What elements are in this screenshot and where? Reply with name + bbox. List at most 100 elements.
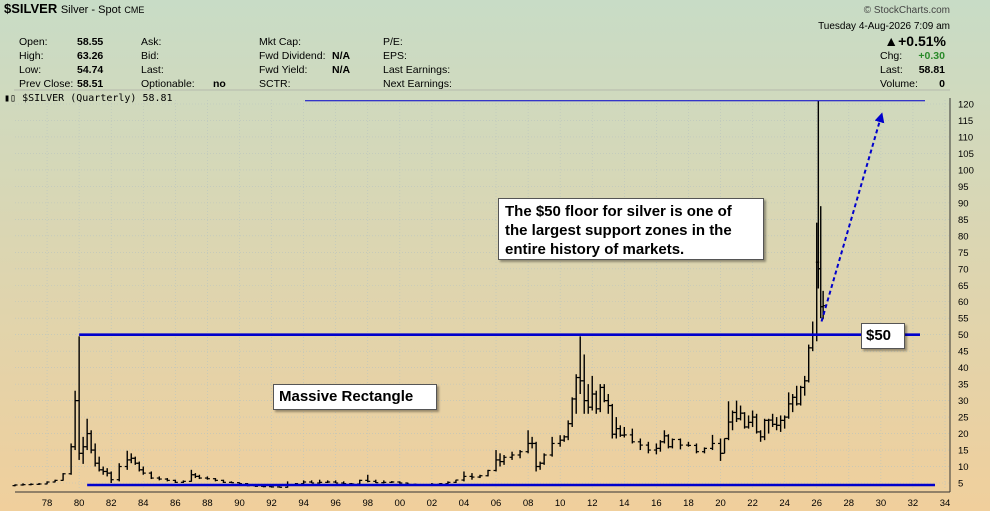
ohlc-bar bbox=[60, 473, 66, 481]
ohlc-bar bbox=[669, 438, 675, 449]
x-tick-label: 10 bbox=[555, 498, 566, 509]
left-label-1: High: bbox=[19, 50, 44, 62]
x-tick-label: 98 bbox=[362, 498, 373, 509]
x-tick-label: 04 bbox=[459, 498, 470, 509]
exchange-label: CME bbox=[124, 5, 145, 15]
y-tick-label: 65 bbox=[958, 281, 969, 292]
ohlc-bar bbox=[44, 481, 50, 485]
y-tick-label: 120 bbox=[958, 100, 974, 111]
y-tick-label: 95 bbox=[958, 182, 969, 193]
x-tick-label: 92 bbox=[266, 498, 277, 509]
ohlc-bar bbox=[365, 474, 371, 483]
x-tick-label: 00 bbox=[395, 498, 406, 509]
ohlc-bar bbox=[220, 479, 226, 483]
symbol-title[interactable]: $SILVER Silver - Spot CME bbox=[4, 1, 145, 16]
ohlc-bar bbox=[677, 438, 683, 450]
ohlc-bar bbox=[541, 453, 547, 465]
x-tick-label: 32 bbox=[908, 498, 919, 509]
y-tick-label: 15 bbox=[958, 446, 969, 457]
right-value-1: 58.81 bbox=[918, 64, 945, 76]
x-tick-label: 90 bbox=[234, 498, 245, 509]
ohlc-bar bbox=[389, 481, 395, 483]
ohlc-bar bbox=[309, 480, 315, 484]
mid-label-3: Optionable: bbox=[141, 78, 195, 90]
left-value-2: 54.74 bbox=[77, 64, 104, 76]
left-value-1: 63.26 bbox=[77, 50, 104, 62]
level-50-label: $50 bbox=[861, 323, 905, 349]
ohlc-bar bbox=[52, 479, 58, 483]
x-tick-label: 12 bbox=[587, 498, 598, 509]
x-tick-label: 24 bbox=[779, 498, 790, 509]
grid bbox=[15, 100, 950, 490]
x-tick-label: 78 bbox=[42, 498, 53, 509]
y-tick-label: 55 bbox=[958, 314, 969, 325]
ohlc-bar bbox=[172, 479, 178, 483]
x-tick-label: 94 bbox=[298, 498, 309, 509]
mid2-label-1: Fwd Dividend: bbox=[259, 50, 326, 62]
right-label-2: Volume: bbox=[880, 78, 918, 90]
ohlc-bar bbox=[301, 480, 307, 485]
x-tick-label: 02 bbox=[427, 498, 438, 509]
ohlc-bar bbox=[333, 480, 339, 484]
x-tick-label: 34 bbox=[940, 498, 951, 509]
ohlc-bar bbox=[12, 484, 18, 487]
mid-label-0: Ask: bbox=[141, 36, 162, 48]
x-tick-label: 14 bbox=[619, 498, 630, 509]
ohlc-bar bbox=[212, 478, 218, 482]
ohlc-bar bbox=[164, 478, 170, 482]
x-tick-label: 26 bbox=[811, 498, 822, 509]
ohlc-bar bbox=[645, 441, 651, 454]
mid2-label-3: SCTR: bbox=[259, 78, 291, 90]
stockcharts-brand[interactable]: © StockCharts.com bbox=[863, 5, 950, 16]
left-value-0: 58.55 bbox=[77, 36, 104, 48]
legend-icon: ▮▯ bbox=[4, 93, 23, 104]
ohlc-bar bbox=[501, 454, 507, 465]
x-tick-label: 88 bbox=[202, 498, 213, 509]
y-tick-label: 40 bbox=[958, 363, 969, 374]
price-bars bbox=[12, 100, 826, 488]
ohlc-bar bbox=[196, 474, 202, 480]
x-tick-label: 84 bbox=[138, 498, 149, 509]
y-tick-label: 115 bbox=[958, 116, 973, 127]
right-value-0: +0.30 bbox=[918, 50, 945, 62]
ohlc-bar bbox=[180, 480, 186, 483]
ohlc-bar bbox=[685, 441, 691, 447]
rectangle-label: Massive Rectangle bbox=[273, 384, 437, 410]
x-tick-label: 96 bbox=[330, 498, 341, 509]
mid2-value-1: N/A bbox=[332, 50, 351, 62]
y-tick-label: 85 bbox=[958, 215, 969, 226]
right-value-2: 0 bbox=[939, 78, 945, 90]
y-tick-label: 80 bbox=[958, 231, 969, 242]
ohlc-bar bbox=[517, 450, 523, 459]
y-tick-label: 30 bbox=[958, 396, 969, 407]
mid-label-2: Last: bbox=[141, 64, 164, 76]
x-tick-label: 80 bbox=[74, 498, 85, 509]
ohlc-bar bbox=[373, 479, 379, 484]
x-tick-label: 16 bbox=[651, 498, 662, 509]
right-label-1: Last: bbox=[880, 64, 903, 76]
x-tick-label: 22 bbox=[747, 498, 758, 509]
y-tick-label: 10 bbox=[958, 462, 969, 473]
ohlc-bar bbox=[637, 438, 643, 451]
ohlc-bar bbox=[461, 471, 467, 482]
axes: 5101520253035404550556065707580859095100… bbox=[14, 89, 974, 509]
y-tick-label: 35 bbox=[958, 380, 969, 391]
ohlc-bar bbox=[453, 479, 459, 483]
y-tick-label: 100 bbox=[958, 165, 974, 176]
ohlc-bar bbox=[317, 479, 323, 484]
mid3-label-2: Last Earnings: bbox=[383, 64, 451, 76]
y-tick-label: 5 bbox=[958, 479, 963, 490]
left-label-0: Open: bbox=[19, 36, 48, 48]
trend-lines bbox=[79, 100, 935, 487]
y-tick-label: 25 bbox=[958, 413, 969, 424]
y-tick-label: 110 bbox=[958, 132, 973, 143]
mid3-label-1: EPS: bbox=[383, 50, 407, 62]
mid3-label-0: P/E: bbox=[383, 36, 403, 48]
support-note: The $50 floor for silver is one of the l… bbox=[498, 198, 764, 260]
y-tick-label: 60 bbox=[958, 297, 969, 308]
right-label-0: Chg: bbox=[880, 50, 903, 62]
x-tick-label: 86 bbox=[170, 498, 181, 509]
y-tick-label: 20 bbox=[958, 429, 969, 440]
